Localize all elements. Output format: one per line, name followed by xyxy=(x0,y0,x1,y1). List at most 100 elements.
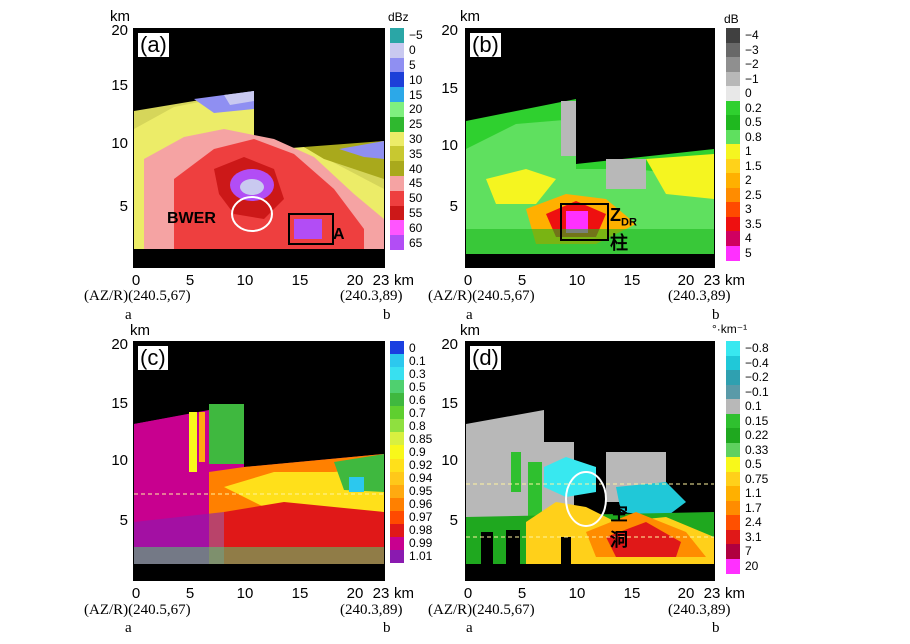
x-tick: 0 xyxy=(463,585,473,602)
colorbar-label: −0.8 xyxy=(745,341,769,356)
colorbar-swatch xyxy=(726,341,740,356)
colorbar-label: 0.1 xyxy=(745,399,762,414)
point-b-marker: b xyxy=(712,307,720,323)
colorbar-label: 2.4 xyxy=(745,515,762,530)
y-tick: 5 xyxy=(119,512,128,529)
colorbar-swatch xyxy=(390,131,404,147)
colorbar-label: 0 xyxy=(745,86,752,101)
colorbar-swatch xyxy=(390,161,404,177)
x-tick: 5 xyxy=(185,585,195,602)
y-tick: 5 xyxy=(449,198,458,215)
kdp-cross-section xyxy=(466,342,714,580)
x-tick: 15 xyxy=(623,272,641,289)
right-coordinate: (240.3,89) xyxy=(340,602,403,618)
y-tick: 20 xyxy=(111,22,128,39)
colorbar-label: −3 xyxy=(745,42,759,57)
colorbar-swatch xyxy=(390,146,404,162)
colorbar-label: 5 xyxy=(409,58,416,72)
panel-tag: (d) xyxy=(470,345,501,370)
colorbar-swatch xyxy=(390,419,404,433)
colorbar-swatch xyxy=(390,235,404,251)
left-coordinate: (AZ/R)(240.5,67) xyxy=(84,288,191,304)
colorbar-swatch xyxy=(726,245,740,261)
colorbar-swatch xyxy=(726,558,740,574)
colorbar-label: 3.1 xyxy=(745,529,762,544)
colorbar-swatch xyxy=(726,413,740,429)
x-tick: 0 xyxy=(131,585,141,602)
x-unit-label: km xyxy=(725,272,745,289)
x-tick: 15 xyxy=(291,272,309,289)
y-tick: 5 xyxy=(449,512,458,529)
y-tick: 10 xyxy=(111,452,128,469)
reflectivity-cross-section xyxy=(134,29,384,267)
colorbar-swatch xyxy=(726,370,740,385)
radar-plot-a: (a) xyxy=(133,28,385,268)
colorbar-label: 0.95 xyxy=(409,484,433,499)
colorbar-label: 7 xyxy=(745,544,752,559)
colorbar-swatch xyxy=(726,529,740,545)
colorbar-label: 1.1 xyxy=(745,486,762,501)
colorbar-label: 0.3 xyxy=(409,366,426,381)
colorbar-swatch xyxy=(390,432,404,446)
colorbar-swatch xyxy=(390,367,404,381)
colorbar-swatch xyxy=(390,205,404,221)
bwer-label: BWER xyxy=(167,210,216,227)
zdr-cross-section xyxy=(466,29,714,267)
radar-plot-d: (d) xyxy=(465,341,715,581)
colorbar-swatch xyxy=(726,28,740,43)
colorbar-swatch xyxy=(726,71,740,87)
y-tick: 20 xyxy=(111,336,128,353)
colorbar-label: 3.5 xyxy=(745,216,762,231)
colorbar-label: −5 xyxy=(409,28,423,43)
colorbar-label: 0.5 xyxy=(409,379,426,394)
y-tick: 15 xyxy=(441,395,458,412)
x-unit-label: km xyxy=(394,272,414,289)
colorbar-label: 4 xyxy=(745,231,752,246)
x-tick: 10 xyxy=(236,272,254,289)
colorbar-label: 30 xyxy=(409,132,423,146)
colorbar-swatch xyxy=(726,216,740,232)
point-b-marker: b xyxy=(383,620,391,636)
colorbar-label: 35 xyxy=(409,146,423,161)
colorbar-label: 0.5 xyxy=(745,457,762,472)
colorbar-swatch xyxy=(726,129,740,145)
y-tick: 15 xyxy=(441,80,458,97)
colorbar-label: −0.4 xyxy=(745,355,769,370)
colorbar-label: 0.5 xyxy=(745,115,762,130)
colorbar-label: 0.15 xyxy=(745,413,769,428)
zdr-column-label: ZDR 柱 xyxy=(610,205,637,255)
colorbar-label: 0.22 xyxy=(745,428,769,443)
colorbar-label: 2.5 xyxy=(745,187,762,202)
x-tick: 20 xyxy=(677,272,695,289)
zdr-z: Z xyxy=(610,205,621,225)
colorbar-swatch xyxy=(726,428,740,443)
colorbar-label: −4 xyxy=(745,28,759,43)
colorbar-label: 0.92 xyxy=(409,458,433,473)
colorbar-swatch xyxy=(726,173,740,188)
right-coordinate: (240.3,89) xyxy=(668,288,731,304)
colorbar-swatch xyxy=(390,549,404,564)
colorbar-label: 0.2 xyxy=(745,100,762,115)
colorbar-swatch xyxy=(390,190,404,207)
colorbar-label: 0.8 xyxy=(409,418,426,433)
colorbar-swatch xyxy=(390,42,404,59)
y-tick: 5 xyxy=(119,198,128,215)
colorbar-label: 40 xyxy=(409,161,423,176)
colorbar-label: 0.96 xyxy=(409,497,433,512)
colorbar-label: 0.85 xyxy=(409,431,433,446)
colorbar-label: 0.7 xyxy=(409,405,426,420)
y-tick: 20 xyxy=(441,336,458,353)
x-tick: 10 xyxy=(568,272,586,289)
y-tick: 15 xyxy=(111,395,128,412)
colorbar-label: 1.5 xyxy=(745,158,762,173)
x-tick: 23 xyxy=(703,585,721,602)
x-tick: 15 xyxy=(291,585,309,602)
colorbar-label: 20 xyxy=(409,102,423,117)
colorbar-label: 20 xyxy=(745,558,759,573)
colorbar-swatch xyxy=(390,220,404,236)
colorbar-label: 0.97 xyxy=(409,510,433,525)
panel-tag: (b) xyxy=(470,32,501,57)
colorbar-label: 1.01 xyxy=(409,549,433,564)
colorbar-swatch xyxy=(390,354,404,368)
colorbar-swatch xyxy=(726,355,740,371)
